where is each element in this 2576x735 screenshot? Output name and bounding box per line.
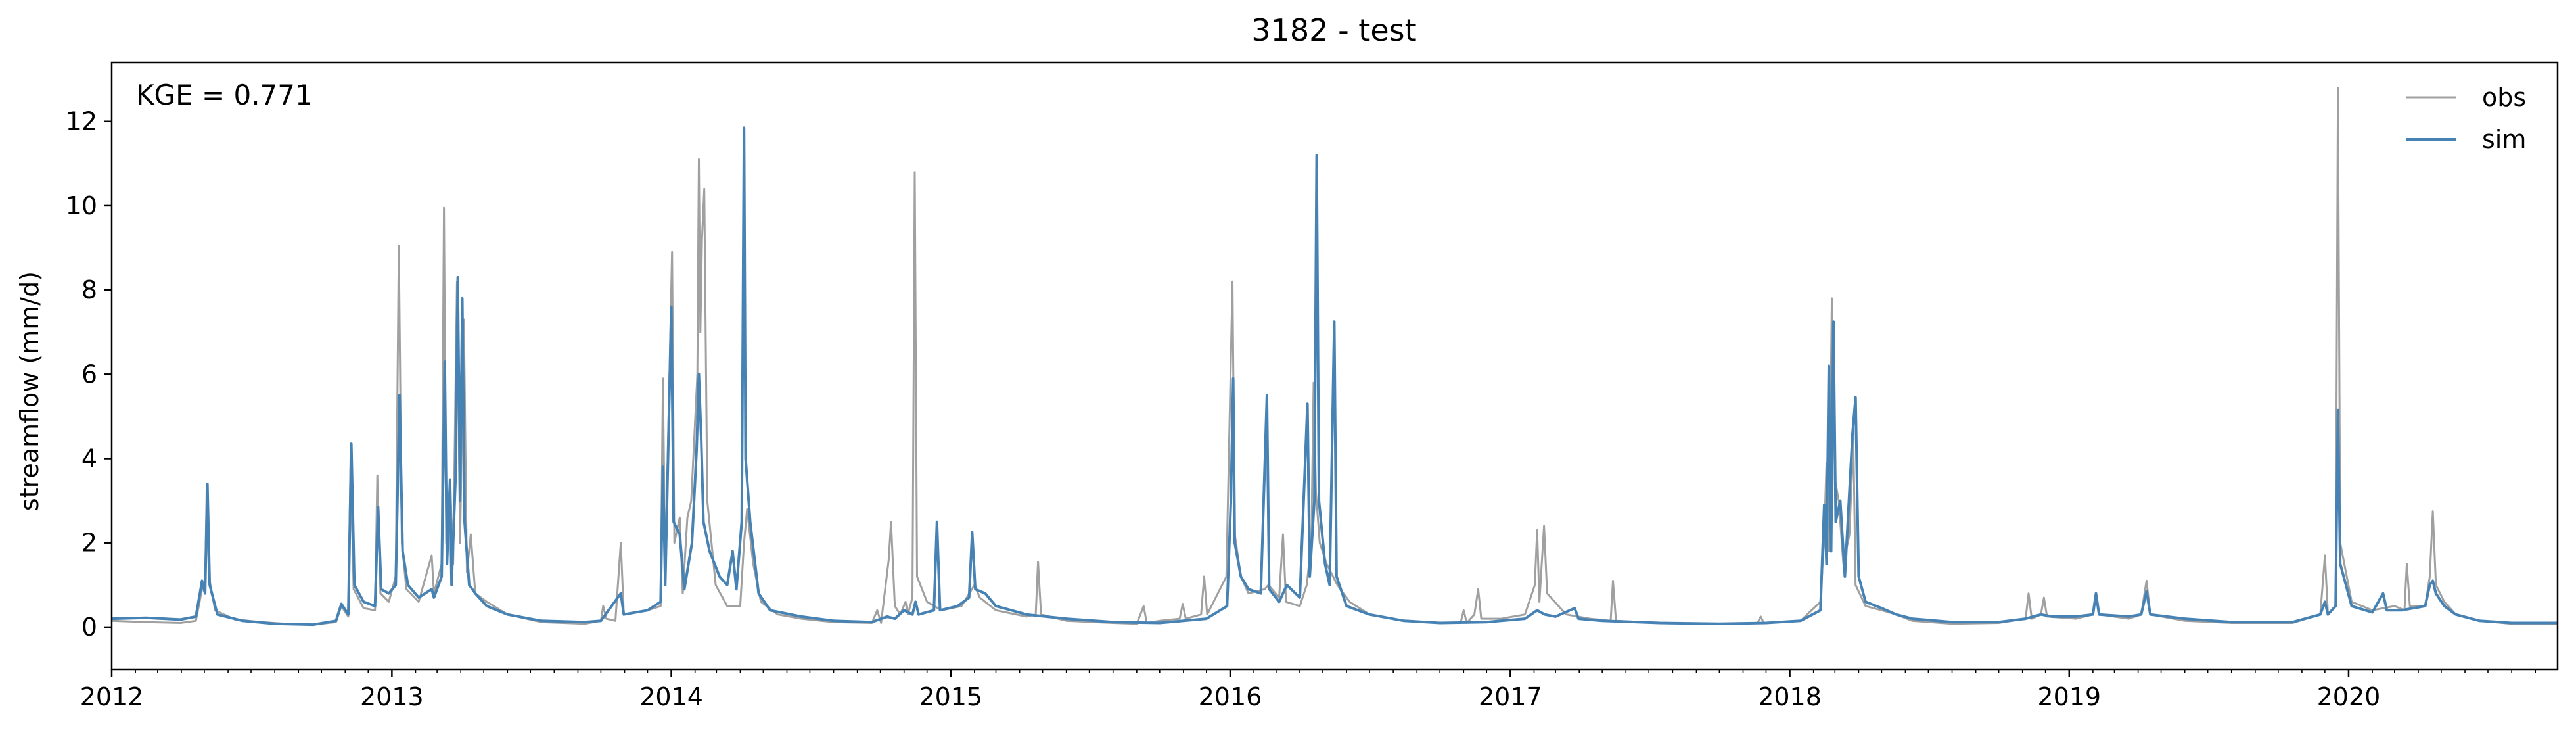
x-tick-label: 2019: [2037, 682, 2101, 711]
x-tick-label: 2013: [360, 682, 424, 711]
y-tick-label: 12: [66, 107, 97, 136]
x-tick-label: 2017: [1479, 682, 1542, 711]
x-tick-label: 2018: [1758, 682, 1822, 711]
x-tick-label: 2020: [2317, 682, 2381, 711]
plot-frame: [110, 61, 2559, 671]
y-tick-label: 6: [81, 360, 97, 389]
legend-label-sim: sim: [2482, 125, 2526, 154]
legend-label-obs: obs: [2482, 83, 2526, 112]
x-axis-ticks: 2012 2013 2014 2015 2016 2017 2018 2019 2020: [80, 669, 2537, 711]
series-line-sim: [112, 126, 2558, 627]
legend: obs sim: [2406, 83, 2526, 154]
chart-title: 3182 - test: [1251, 12, 1416, 48]
kge-annotation: KGE = 0.771: [136, 79, 313, 111]
y-axis-label: streamflow (mm/d): [15, 272, 44, 511]
y-axis-ticks: 0 2 4 6 8 10 12: [66, 107, 112, 642]
y-tick-label: 0: [81, 613, 97, 642]
y-tick-label: 8: [81, 275, 97, 304]
x-tick-label: 2016: [1199, 682, 1262, 711]
x-tick-label: 2012: [80, 682, 144, 711]
y-tick-label: 10: [66, 191, 97, 220]
y-tick-label: 4: [81, 444, 97, 473]
x-tick-label: 2015: [919, 682, 982, 711]
x-tick-label: 2014: [639, 682, 703, 711]
y-tick-label: 2: [81, 529, 97, 557]
